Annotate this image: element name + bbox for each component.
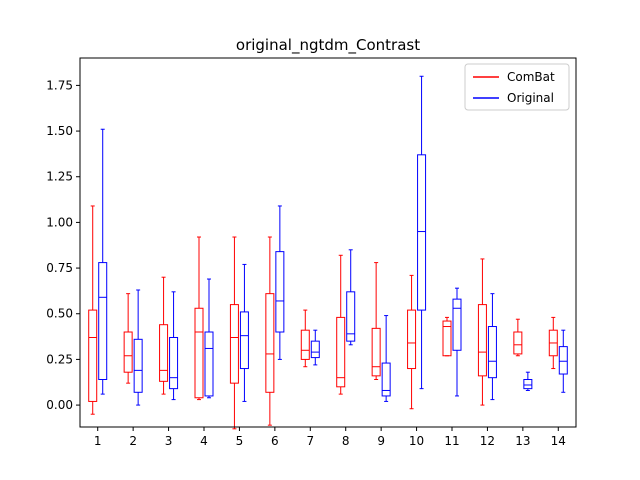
box-body: [336, 316, 346, 388]
box-body: [300, 329, 310, 360]
box-body: [452, 298, 462, 351]
box-original: [452, 287, 462, 397]
box-body: [194, 307, 204, 399]
box-combat: [159, 276, 169, 395]
box-original: [169, 291, 179, 401]
box-combat: [194, 236, 204, 401]
legend-item-original: Original: [473, 91, 554, 105]
box-combat: [371, 262, 381, 381]
box-body: [310, 340, 320, 359]
x-tick-label: 6: [271, 434, 279, 448]
box-original: [98, 128, 108, 395]
legend-label: ComBat: [507, 70, 555, 84]
y-tick-label: 0.50: [46, 307, 73, 321]
x-tick-label: 5: [236, 434, 244, 448]
box-combat: [407, 274, 417, 410]
box-body: [346, 291, 356, 342]
box-body: [407, 309, 417, 370]
x-tick-label: 12: [480, 434, 495, 448]
box-body: [417, 154, 427, 311]
axes-frame: [79, 57, 577, 428]
box-combat: [513, 318, 523, 357]
x-tick-label: 10: [409, 434, 424, 448]
box-original: [239, 263, 249, 402]
x-tick-label: 3: [165, 434, 173, 448]
y-tick-label: 1.25: [46, 170, 73, 184]
box-body: [265, 293, 275, 393]
box-combat: [123, 293, 133, 384]
box-body: [487, 326, 497, 379]
box-body: [371, 327, 381, 377]
series-combat: [88, 205, 558, 430]
x-axis: 1 2 3 4 5 6 7 8 9 10 11 12 13 14: [94, 427, 566, 448]
box-body: [98, 262, 108, 381]
box-body: [169, 336, 179, 390]
box-original: [310, 329, 320, 366]
legend-label: Original: [507, 91, 554, 105]
x-tick-label: 14: [551, 434, 566, 448]
box-combat: [477, 258, 487, 406]
x-tick-label: 4: [200, 434, 208, 448]
box-combat: [336, 254, 346, 395]
y-tick-label: 1.75: [46, 78, 73, 92]
x-tick-label: 1: [94, 434, 102, 448]
box-body: [523, 379, 533, 390]
y-tick-label: 1.50: [46, 124, 73, 138]
x-tick-label: 11: [444, 434, 459, 448]
y-tick-label: 0.00: [46, 398, 73, 412]
box-combat: [88, 205, 98, 415]
box-body: [123, 331, 133, 373]
box-body: [442, 320, 452, 357]
box-original: [346, 249, 356, 346]
y-axis: 0.00 0.25 0.50 0.75 1.00 1.25 1.50 1.75: [46, 78, 80, 412]
x-tick-label: 8: [342, 434, 350, 448]
box-original: [417, 75, 427, 390]
box-combat: [300, 309, 310, 368]
chart-title: original_ngtdm_Contrast: [236, 36, 420, 55]
legend: ComBat Original: [464, 63, 570, 111]
box-body: [159, 324, 169, 382]
box-combat: [229, 236, 239, 430]
y-tick-label: 0.75: [46, 261, 73, 275]
box-body: [204, 331, 214, 397]
series-original: [98, 75, 568, 406]
box-original: [381, 315, 391, 402]
box-body: [239, 311, 249, 370]
x-tick-label: 9: [377, 434, 385, 448]
box-body: [477, 304, 487, 377]
box-original: [133, 289, 143, 406]
box-combat: [442, 316, 452, 357]
box-original: [204, 278, 214, 399]
box-body: [229, 304, 239, 384]
box-body: [275, 251, 285, 333]
box-body: [133, 338, 143, 393]
box-body: [88, 309, 98, 402]
box-marks: [88, 75, 568, 430]
legend-item-combat: ComBat: [473, 70, 555, 84]
y-tick-label: 0.25: [46, 352, 73, 366]
box-original: [487, 293, 497, 401]
box-body: [381, 362, 391, 397]
x-tick-label: 7: [306, 434, 314, 448]
box-body: [558, 346, 568, 375]
box-original: [523, 371, 533, 391]
x-tick-label: 2: [129, 434, 137, 448]
box-body: [513, 331, 523, 355]
y-tick-label: 1.00: [46, 215, 73, 229]
box-original: [275, 205, 285, 360]
x-tick-label: 13: [515, 434, 530, 448]
box-combat: [265, 236, 275, 426]
box-original: [558, 329, 568, 393]
box-combat: [548, 316, 558, 370]
